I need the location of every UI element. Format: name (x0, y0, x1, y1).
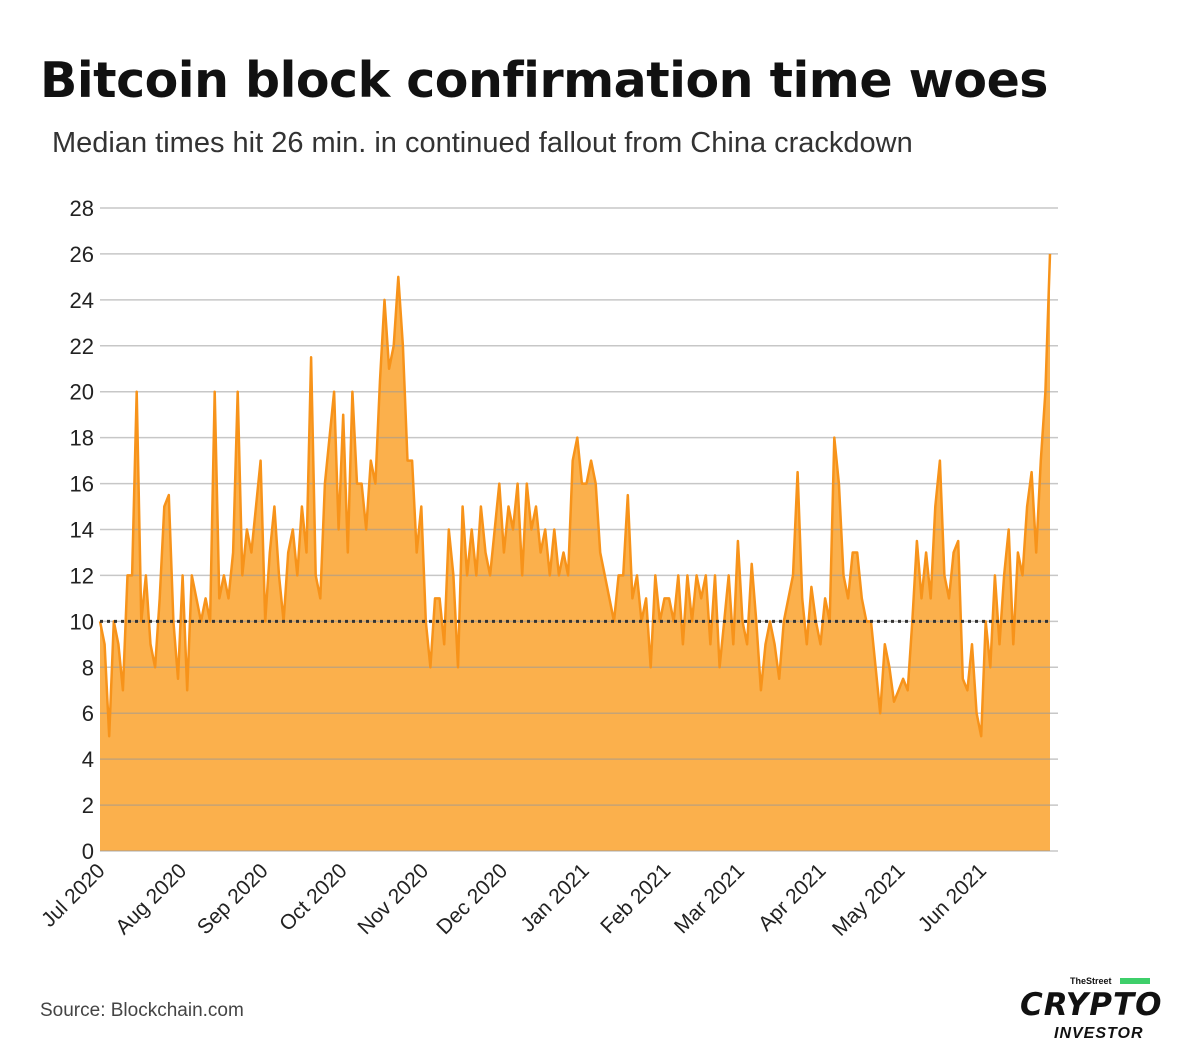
y-tick-label: 4 (82, 747, 94, 772)
y-tick-label: 10 (70, 609, 94, 634)
y-tick-label: 20 (70, 380, 94, 405)
x-tick-label: Aug 2020 (111, 859, 191, 939)
x-tick-label: Oct 2020 (275, 859, 352, 936)
x-tick-label: Apr 2021 (754, 859, 831, 936)
logo-sub: INVESTOR (1054, 1025, 1144, 1042)
series-area (100, 253, 1050, 851)
y-tick-label: 8 (82, 655, 94, 680)
y-tick-label: 2 (82, 793, 94, 818)
x-tick-label: Nov 2020 (353, 859, 433, 939)
y-tick-label: 14 (70, 518, 94, 543)
crypto-investor-logo: TheStreet CRYPTO INVESTOR (1020, 976, 1190, 1046)
x-tick-label: Mar 2021 (670, 859, 749, 938)
source-note: Source: Blockchain.com (40, 1000, 244, 1021)
y-tick-label: 22 (70, 334, 94, 359)
chart-title: Bitcoin block confirmation time woes (40, 52, 1048, 109)
y-tick-label: 6 (82, 701, 94, 726)
logo-publisher: TheStreet (1070, 976, 1112, 986)
logo-green-bar (1120, 978, 1150, 984)
x-tick-label: May 2021 (828, 859, 909, 940)
x-tick-label: Jul 2020 (37, 859, 109, 931)
x-tick-label: Jan 2021 (516, 859, 593, 936)
y-tick-label: 28 (70, 196, 94, 221)
y-tick-label: 26 (70, 242, 94, 267)
x-tick-label: Feb 2021 (596, 859, 675, 938)
series-line (98, 253, 1052, 738)
y-tick-label: 16 (70, 472, 94, 497)
chart-subtitle: Median times hit 26 min. in continued fa… (52, 127, 913, 159)
logo-name: CRYPTO (1020, 987, 1163, 1023)
y-tick-label: 24 (70, 288, 94, 313)
y-tick-label: 12 (70, 563, 94, 588)
x-tick-label: Dec 2020 (432, 859, 512, 939)
y-tick-label: 0 (82, 839, 94, 864)
y-tick-label: 18 (70, 426, 94, 451)
x-tick-label: Sep 2020 (193, 859, 273, 939)
x-tick-label: Jun 2021 (914, 859, 991, 936)
